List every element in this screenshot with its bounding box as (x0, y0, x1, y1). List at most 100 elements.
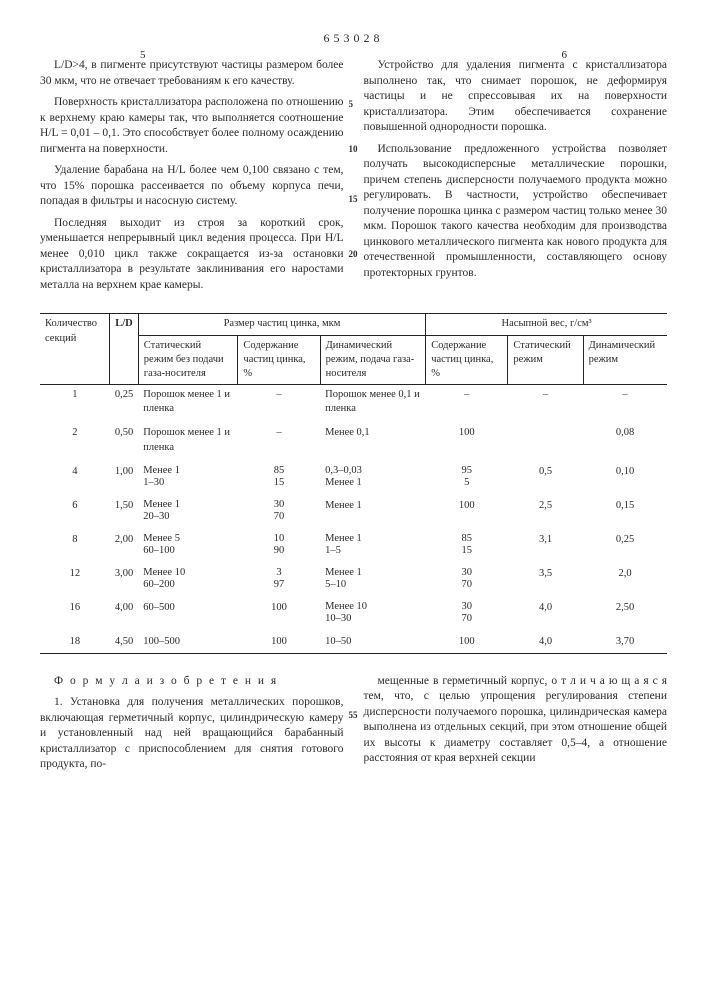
document-number: 653028 (40, 30, 667, 46)
table-row: 61,50Менее 120–303070Менее 11002,50,15 (40, 496, 667, 526)
th-sections: Количество секций (40, 314, 110, 385)
table-cell: Менее 1 (320, 496, 426, 526)
paragraph: 1. Установка для получения металлических… (40, 695, 344, 773)
table-cell: 0,10 (583, 462, 667, 492)
line-mark: 15 (349, 193, 358, 205)
table-cell: 1,00 (110, 462, 139, 492)
table-cell: 0,5 (508, 462, 583, 492)
table-cell: – (238, 423, 320, 457)
paragraph: Последняя выходит из строя за короткий с… (40, 216, 344, 294)
table-cell: Менее 0,1 (320, 423, 426, 457)
table-cell: 100 (426, 423, 508, 457)
table-cell: 1 (40, 385, 110, 420)
table-cell: 2,00 (110, 530, 139, 560)
paragraph: Удаление барабана на H/L более чем 0,100… (40, 163, 344, 210)
table-cell: Менее 11–5 (320, 530, 426, 560)
table-cell: 2 (40, 423, 110, 457)
right-column: Устройство для удаления пигмента с крист… (364, 58, 668, 299)
table-row: 184,50100–50010010–501004,03,70 (40, 632, 667, 653)
table-cell: 1090 (238, 530, 320, 560)
table-cell: Порошок менее 1 и пленка (138, 385, 238, 420)
th-group-bulk: Насыпной вес, г/см³ (426, 314, 667, 335)
line-mark: 20 (349, 248, 358, 260)
table-cell: 3,70 (583, 632, 667, 653)
table-cell: 2,5 (508, 496, 583, 526)
table-cell: 4,0 (508, 632, 583, 653)
table-cell: 8 (40, 530, 110, 560)
table-cell: 955 (426, 462, 508, 492)
th-dynamic: Динамический режим, подача газа-носителя (320, 335, 426, 385)
table-cell: – (508, 385, 583, 420)
table-cell: – (583, 385, 667, 420)
table-cell: 0,25 (110, 385, 139, 420)
table-cell: 60–500 (138, 598, 238, 628)
bottom-right-column: мещенные в герметичный корпус, о т л и ч… (364, 674, 668, 779)
table-cell: 0,50 (110, 423, 139, 457)
line-mark: 5 (349, 98, 354, 110)
table-cell: 3,00 (110, 564, 139, 594)
table-cell: 0,15 (583, 496, 667, 526)
table-cell: Менее 1010–30 (320, 598, 426, 628)
th-content1: Содержание частиц цинка, % (238, 335, 320, 385)
table-cell: 0,25 (583, 530, 667, 560)
th-static: Статический режим без подачи газа-носите… (138, 335, 238, 385)
th-static-mode: Статический режим (508, 335, 583, 385)
table-cell: 3070 (426, 564, 508, 594)
table-cell: 6 (40, 496, 110, 526)
table-cell: 8515 (238, 462, 320, 492)
table-cell: 4 (40, 462, 110, 492)
table-cell: Порошок менее 1 и пленка (138, 423, 238, 457)
table-row: 20,50Порошок менее 1 и пленка–Менее 0,11… (40, 423, 667, 457)
table-cell: 0,08 (583, 423, 667, 457)
paragraph: Поверхность кристаллизатора расположена … (40, 95, 344, 157)
table-row: 10,25Порошок менее 1 и пленка–Порошок ме… (40, 385, 667, 420)
table-cell: 12 (40, 564, 110, 594)
formula-title: Ф о р м у л а и з о б р е т е н и я (40, 674, 344, 690)
table-row: 41,00Менее 11–3085150,3–0,03Менее 19550,… (40, 462, 667, 492)
table-row: 123,00Менее 1060–200397Менее 15–1030703,… (40, 564, 667, 594)
text-columns: 5 10 15 20 L/D>4, в пигменте присутствую… (40, 58, 667, 299)
table-cell: 4,50 (110, 632, 139, 653)
table-cell: 3070 (238, 496, 320, 526)
table-cell: 0,3–0,03Менее 1 (320, 462, 426, 492)
table-cell: 10–50 (320, 632, 426, 653)
table-cell: 100 (426, 496, 508, 526)
line-mark: 10 (349, 143, 358, 155)
table-cell: 8515 (426, 530, 508, 560)
table-cell: Порошок менее 0,1 и пленка (320, 385, 426, 420)
th-dynamic-mode: Динамический режим (583, 335, 667, 385)
table-cell: Менее 1060–200 (138, 564, 238, 594)
table-cell: 3,1 (508, 530, 583, 560)
table-cell: Менее 15–10 (320, 564, 426, 594)
table-cell: 16 (40, 598, 110, 628)
table-cell: 2,50 (583, 598, 667, 628)
table-cell: – (238, 385, 320, 420)
table-cell: – (426, 385, 508, 420)
table-cell (508, 423, 583, 457)
table-cell: 100 (238, 598, 320, 628)
table-cell: 100–500 (138, 632, 238, 653)
bottom-left-column: Ф о р м у л а и з о б р е т е н и я 1. У… (40, 674, 344, 779)
table-cell: Менее 120–30 (138, 496, 238, 526)
th-ld: L/D (110, 314, 139, 385)
table-cell: 4,0 (508, 598, 583, 628)
table-cell: 100 (238, 632, 320, 653)
table-row: 82,00Менее 560–1001090Менее 11–585153,10… (40, 530, 667, 560)
data-table: Количество секций L/D Размер частиц цинк… (40, 313, 667, 657)
table-cell: 4,00 (110, 598, 139, 628)
table-cell: 100 (426, 632, 508, 653)
table-cell: 397 (238, 564, 320, 594)
th-group-size: Размер частиц цинка, мкм (138, 314, 425, 335)
table-cell: Менее 560–100 (138, 530, 238, 560)
left-column: L/D>4, в пигменте присутствуют частицы р… (40, 58, 344, 299)
th-content2: Содержание частиц цинка, % (426, 335, 508, 385)
table-cell: 1,50 (110, 496, 139, 526)
table-row: 164,0060–500100Менее 1010–3030704,02,50 (40, 598, 667, 628)
paragraph: Использование предложенного устройства п… (364, 142, 668, 282)
paragraph: мещенные в герметичный корпус, о т л и ч… (364, 674, 668, 767)
paragraph: Устройство для удаления пигмента с крист… (364, 58, 668, 136)
table-cell: 3070 (426, 598, 508, 628)
line-mark: 55 (349, 709, 358, 721)
table-cell: Менее 11–30 (138, 462, 238, 492)
table-cell: 2,0 (583, 564, 667, 594)
